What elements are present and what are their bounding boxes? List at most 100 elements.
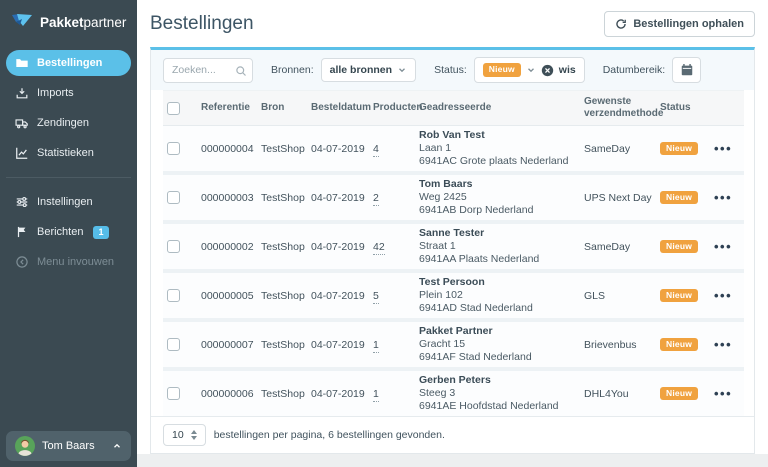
order-reference[interactable]: 000000002: [201, 240, 254, 253]
orders-card: Bronnen: alle bronnen Status: Nieuw: [150, 47, 755, 454]
order-date: 04-07-2019: [307, 173, 369, 222]
sources-select[interactable]: alle bronnen: [320, 58, 417, 82]
order-products-count[interactable]: 4: [373, 142, 379, 157]
recipient-name: Sanne Tester: [419, 227, 485, 239]
row-actions-menu-icon[interactable]: [714, 141, 732, 156]
order-reference[interactable]: 000000007: [201, 338, 254, 351]
daterange-label: Datumbereik:: [602, 64, 666, 76]
row-actions-menu-icon[interactable]: [714, 190, 732, 205]
order-reference[interactable]: 000000003: [201, 191, 254, 204]
status-badge: Nieuw: [660, 239, 699, 254]
row-actions-menu-icon[interactable]: [714, 337, 732, 352]
status-badge: Nieuw: [660, 190, 699, 205]
page-size-select[interactable]: 10: [163, 424, 206, 446]
col-besteldatum: Besteldatum: [307, 90, 371, 126]
order-reference[interactable]: 000000004: [201, 142, 254, 155]
status-label: Status:: [434, 64, 467, 76]
recipient-city: 6941AD Stad Nederland: [419, 302, 533, 314]
recipient-name: Rob Van Test: [419, 129, 485, 141]
row-actions-menu-icon[interactable]: [714, 239, 732, 254]
shipping-method: GLS: [580, 271, 656, 320]
brand-logo-icon: [10, 12, 34, 32]
chevron-down-icon: [526, 65, 536, 75]
recipient-name: Tom Baars: [419, 178, 473, 190]
order-reference[interactable]: 000000006: [201, 387, 254, 400]
orders-icon: [15, 56, 29, 70]
sidebar-item-bestellingen[interactable]: Bestellingen: [6, 50, 131, 76]
recipient-address: Weg 2425: [419, 191, 467, 203]
select-all-checkbox[interactable]: [167, 101, 180, 115]
avatar: [15, 436, 35, 456]
table-row: 000000003 TestShop 04-07-2019 2 Tom Baar…: [163, 173, 744, 222]
clear-status-label[interactable]: wis: [558, 64, 576, 76]
sidebar-item-menu-invouwen[interactable]: Menu invouwen: [6, 249, 131, 275]
order-products-count[interactable]: 2: [373, 191, 379, 206]
refresh-icon: [615, 18, 627, 30]
pagination-bar: 10 bestellingen per pagina, 6 bestelling…: [151, 416, 754, 453]
order-source: TestShop: [257, 173, 307, 222]
sidebar-item-statistieken[interactable]: Statistieken: [6, 140, 131, 166]
bottom-strip: [137, 454, 768, 467]
order-source: TestShop: [257, 222, 307, 271]
filter-bar: Bronnen: alle bronnen Status: Nieuw: [151, 50, 754, 90]
row-checkbox[interactable]: [167, 338, 180, 351]
order-date: 04-07-2019: [307, 125, 369, 173]
chevron-up-icon: [112, 441, 122, 451]
table-row: 000000005 TestShop 04-07-2019 5 Test Per…: [163, 271, 744, 320]
row-checkbox[interactable]: [167, 240, 180, 253]
order-products-count[interactable]: 5: [373, 289, 379, 304]
main-header: Bestellingen Bestellingen ophalen: [137, 0, 768, 47]
orders-table-body: 000000004 TestShop 04-07-2019 4 Rob Van …: [163, 125, 744, 416]
recipient-address: Steeg 3: [419, 387, 456, 399]
status-filter[interactable]: Nieuw wis: [473, 57, 585, 83]
collapse-icon: [15, 255, 29, 269]
order-date: 04-07-2019: [307, 222, 369, 271]
daterange-button[interactable]: [672, 57, 702, 83]
orders-table: Referentie Bron Besteldatum Producten Ge…: [163, 90, 744, 416]
recipient-city: 6941AF Stad Nederland: [419, 351, 532, 363]
recipient-name: Test Persoon: [419, 276, 485, 288]
sidebar-item-berichten[interactable]: Berichten 1: [6, 219, 131, 245]
sidebar-item-imports[interactable]: Imports: [6, 80, 131, 106]
row-checkbox[interactable]: [167, 142, 180, 155]
chevron-down-icon: [397, 65, 407, 75]
sources-label: Bronnen:: [271, 64, 314, 76]
recipient-address: Straat 1: [419, 240, 456, 252]
brand-logo[interactable]: Pakketpartner: [0, 0, 137, 40]
status-filter-badge: Nieuw: [482, 63, 521, 77]
main-content: Bestellingen Bestellingen ophalen: [137, 0, 768, 467]
order-products-count[interactable]: 1: [373, 387, 379, 402]
imports-icon: [15, 86, 29, 100]
brand-name: Pakketpartner: [40, 14, 127, 30]
order-products-count[interactable]: 1: [373, 338, 379, 353]
user-menu[interactable]: Tom Baars: [6, 431, 131, 461]
sidebar-item-label: Bestellingen: [37, 57, 103, 69]
status-badge: Nieuw: [660, 288, 699, 303]
col-bron: Bron: [257, 90, 307, 126]
sidebar-item-label: Instellingen: [37, 196, 93, 208]
row-actions-menu-icon[interactable]: [714, 288, 732, 303]
col-producten: Producten: [369, 90, 422, 126]
order-date: 04-07-2019: [307, 320, 369, 369]
sidebar-item-instellingen[interactable]: Instellingen: [6, 189, 131, 215]
clear-status-icon[interactable]: [541, 64, 554, 77]
row-actions-menu-icon[interactable]: [714, 386, 732, 401]
row-checkbox[interactable]: [167, 289, 180, 302]
sidebar-spacer: [0, 277, 137, 425]
recipient-address: Plein 102: [419, 289, 463, 301]
row-checkbox[interactable]: [167, 387, 180, 400]
notification-badge: 1: [93, 225, 109, 239]
recipient-name: Pakket Partner: [419, 325, 493, 337]
search-box: [163, 57, 253, 83]
order-reference[interactable]: 000000005: [201, 289, 254, 302]
search-input[interactable]: [163, 57, 253, 83]
row-checkbox[interactable]: [167, 191, 180, 204]
fetch-orders-button[interactable]: Bestellingen ophalen: [604, 11, 755, 37]
table-header-row: Referentie Bron Besteldatum Producten Ge…: [163, 90, 744, 126]
order-products-count[interactable]: 42: [373, 240, 385, 255]
sidebar-item-zendingen[interactable]: Zendingen: [6, 110, 131, 136]
sidebar: Pakketpartner Bestellingen Imports Zendi…: [0, 0, 137, 467]
shipping-method: DHL4You: [580, 369, 656, 416]
table-row: 000000004 TestShop 04-07-2019 4 Rob Van …: [163, 125, 744, 173]
